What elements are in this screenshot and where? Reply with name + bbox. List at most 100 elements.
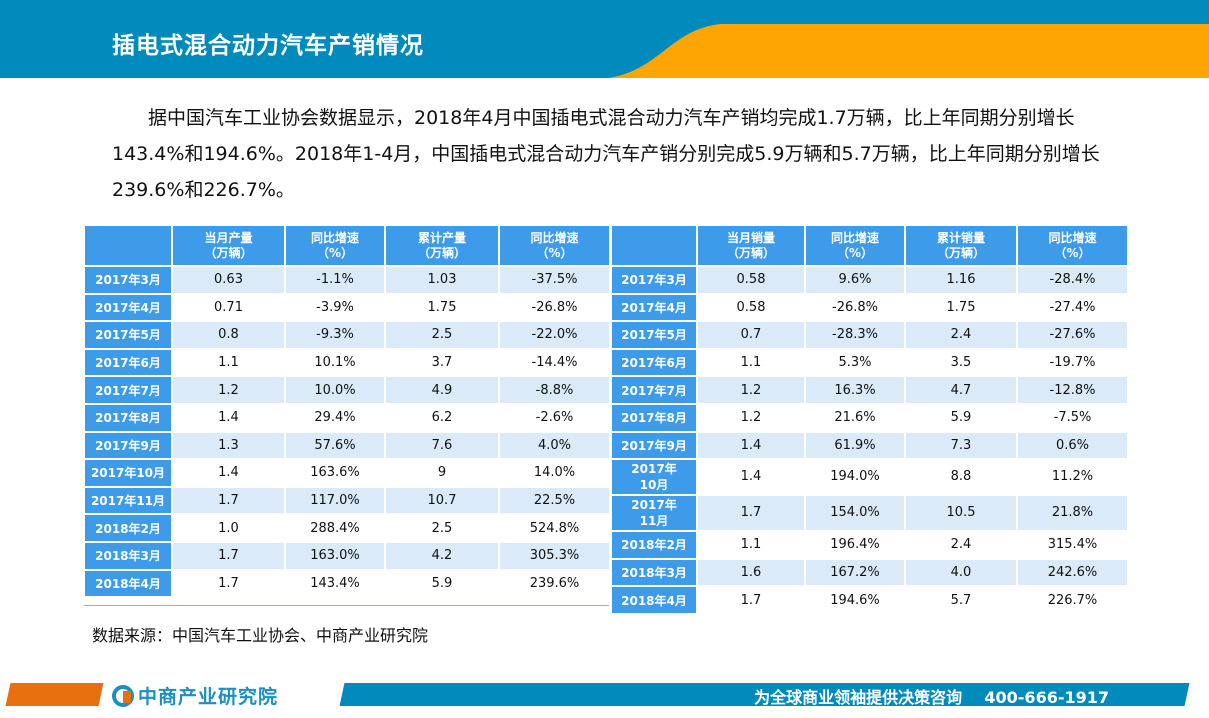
table-cell: -9.3% (284, 320, 386, 350)
table-cell: 143.4% (284, 568, 386, 599)
table-row: 2017年4月 0.71 -3.9% 1.75 -26.8% (83, 292, 611, 323)
table-cell: 1.16 (904, 265, 1018, 295)
table-cell: 239.6% (498, 568, 611, 599)
table-cell: -28.4% (1016, 265, 1129, 295)
table-cell: 167.2% (804, 557, 906, 588)
row-label: 2017年5月 (610, 320, 698, 350)
column-header-text: 同比增速 （%） (830, 230, 879, 260)
row-label: 2017年7月 (83, 375, 173, 405)
column-header: 累计产量 （万辆） (384, 224, 500, 267)
row-label: 2018年3月 (83, 540, 173, 571)
table-cell: 1.1 (696, 530, 806, 560)
table-row: 2018年2月 1.1 196.4% 2.4 315.4% (610, 530, 1129, 560)
table-cell: 8.8 (904, 458, 1018, 497)
row-label: 2017年5月 (83, 320, 173, 350)
table-row: 2018年3月 1.6 167.2% 4.0 242.6% (610, 557, 1129, 588)
table-cell: 5.9 (904, 402, 1018, 433)
row-label: 2018年4月 (83, 568, 173, 599)
table-cell: 0.58 (696, 292, 806, 323)
table-cell: 14.0% (498, 458, 611, 488)
table-cell: 1.6 (696, 557, 806, 588)
table-cell: 194.6% (804, 585, 906, 615)
table-cell: 1.4 (171, 458, 286, 488)
column-header-text: 累计产量 （万辆） (417, 230, 466, 260)
table-cell: 288.4% (284, 513, 386, 543)
column-header: 当月产量 （万辆） (171, 224, 286, 267)
row-label: 2017年4月 (610, 292, 698, 323)
column-header-text: 同比增速 （%） (1048, 230, 1097, 260)
row-label: 2018年4月 (610, 585, 698, 615)
table-cell: 1.7 (696, 585, 806, 615)
column-header: 同比增速 （%） (1016, 224, 1129, 267)
column-header: 同比增速 （%） (284, 224, 386, 267)
table-cell: 1.1 (171, 347, 286, 378)
footer-slogan: 为全球商业领袖提供决策咨询 400-666-1917 (754, 684, 1109, 708)
table-row: 2018年2月 1.0 288.4% 2.5 524.8% (83, 513, 611, 543)
table-cell: 57.6% (284, 430, 386, 461)
table-row: 2017年4月 0.58 -26.8% 1.75 -27.4% (610, 292, 1129, 323)
row-label: 2017年6月 (83, 347, 173, 378)
table-row: 2017年7月 1.2 10.0% 4.9 -8.8% (83, 375, 611, 405)
row-label: 2017年8月 (610, 402, 698, 433)
table-cell: 196.4% (804, 530, 906, 560)
table-cell: 524.8% (498, 513, 611, 543)
row-label: 2017年10月 (83, 458, 173, 488)
column-header-text: 同比增速 （%） (310, 230, 359, 260)
table-cell: -28.3% (804, 320, 906, 350)
table-cell: -26.8% (804, 292, 906, 323)
table-cell: -37.5% (498, 265, 611, 295)
table-cell: 2.4 (904, 320, 1018, 350)
table-cell: 1.1 (696, 347, 806, 378)
table-cell: 0.6% (1016, 430, 1129, 461)
table-cell: 1.2 (696, 402, 806, 433)
table-cell: 0.8 (171, 320, 286, 350)
table-cell: 117.0% (284, 485, 386, 516)
table-cell: -12.8% (1016, 375, 1129, 405)
row-label: 2017年3月 (610, 265, 698, 295)
data-source: 数据来源：中国汽车工业协会、中商产业研究院 (92, 626, 429, 645)
row-label: 2017年7月 (610, 375, 698, 405)
table-cell: 61.9% (804, 430, 906, 461)
table-row: 2017年9月 1.3 57.6% 7.6 4.0% (83, 430, 611, 461)
table-cell: 1.75 (384, 292, 500, 323)
row-label: 2017年9月 (83, 430, 173, 461)
table-cell: 9.6% (804, 265, 906, 295)
logo-icon (112, 684, 134, 707)
row-label: 2017年4月 (83, 292, 173, 323)
table-cell: 1.2 (171, 375, 286, 405)
table-cell: 4.0% (498, 430, 611, 461)
table-cell: 4.0 (904, 557, 1018, 588)
intro-paragraph: 据中国汽车工业协会数据显示，2018年4月中国插电式混合动力汽车产销均完成1.7… (112, 100, 1102, 208)
table-row: 2017年11月 1.7 117.0% 10.7 22.5% (83, 485, 611, 516)
slogan-text: 为全球商业领袖提供决策咨询 (754, 688, 963, 707)
column-header-text: 累计销量 （万辆） (936, 230, 985, 260)
column-header (610, 224, 698, 267)
page-title: 插电式混合动力汽车产销情况 (112, 33, 424, 59)
row-label: 2017年9月 (610, 430, 698, 461)
table-row: 2017年11月 1.7 154.0% 10.5 21.8% (610, 494, 1129, 533)
table-row: 2017年6月 1.1 10.1% 3.7 -14.4% (83, 347, 611, 378)
table-cell: -27.4% (1016, 292, 1129, 323)
table-cell: 5.7 (904, 585, 1018, 615)
table-cell: 163.6% (284, 458, 386, 488)
table-cell: -26.8% (498, 292, 611, 323)
table-cell: 242.6% (1016, 557, 1129, 588)
table-cell: -2.6% (498, 402, 611, 433)
table-cell: 1.4 (696, 430, 806, 461)
header-orange-wave (608, 24, 1209, 78)
column-header: 当月销量 （万辆） (696, 224, 806, 267)
table-cell: 2.4 (904, 530, 1018, 560)
table-cell: 10.5 (904, 494, 1018, 533)
table-cell: 9 (384, 458, 500, 488)
table-cell: 7.6 (384, 430, 500, 461)
table-row: 2018年3月 1.7 163.0% 4.2 305.3% (83, 540, 611, 571)
table-cell: 4.7 (904, 375, 1018, 405)
table-cell: 10.1% (284, 347, 386, 378)
row-label: 2017年10月 (610, 458, 698, 497)
row-label: 2018年2月 (610, 530, 698, 560)
row-label: 2017年11月 (83, 485, 173, 516)
table-cell: 3.7 (384, 347, 500, 378)
table-cell: -1.1% (284, 265, 386, 295)
table-cell: 0.7 (696, 320, 806, 350)
column-header-text: 当月销量 （万辆） (726, 230, 775, 260)
